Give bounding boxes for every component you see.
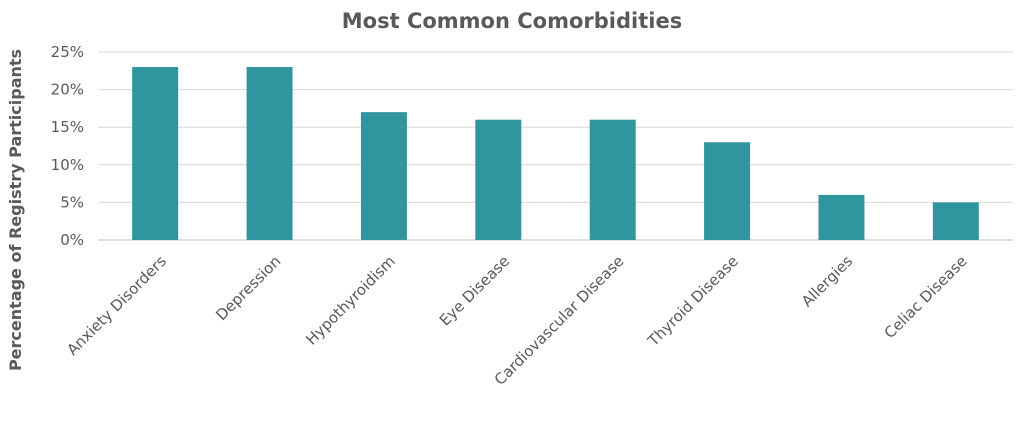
- y-tick-label: 15%: [51, 118, 84, 136]
- bars: [132, 67, 979, 240]
- x-category-label: Cardiovascular Disease: [491, 252, 628, 389]
- bar: [475, 119, 522, 240]
- chart-title: Most Common Comorbidities: [342, 9, 682, 33]
- x-category-label: Thyroid Disease: [644, 252, 742, 350]
- x-category-label: Celiac Disease: [881, 252, 971, 342]
- y-tick-label: 20%: [51, 81, 84, 99]
- bar: [132, 67, 179, 240]
- bar: [360, 112, 407, 240]
- bar: [246, 67, 293, 240]
- bar: [589, 119, 636, 240]
- gridlines: [98, 51, 1013, 241]
- y-tick-label: 10%: [51, 156, 84, 174]
- y-axis-ticks: 0% 5% 10% 15% 20% 25%: [51, 43, 84, 249]
- x-category-label: Hypothyroidism: [302, 252, 398, 348]
- x-category-label: Allergies: [798, 252, 856, 310]
- x-axis-labels: Anxiety Disorders Depression Hypothyroidis…: [63, 252, 970, 389]
- y-tick-label: 0%: [60, 231, 84, 249]
- x-category-label: Anxiety Disorders: [63, 252, 170, 359]
- bar: [932, 202, 979, 240]
- y-tick-label: 25%: [51, 43, 84, 61]
- y-axis-title: Percentage of Registry Participants: [6, 49, 25, 371]
- y-tick-label: 5%: [60, 193, 84, 211]
- bar: [818, 194, 865, 240]
- x-category-label: Eye Disease: [436, 252, 513, 329]
- bar: [704, 142, 751, 240]
- x-category-label: Depression: [212, 252, 284, 324]
